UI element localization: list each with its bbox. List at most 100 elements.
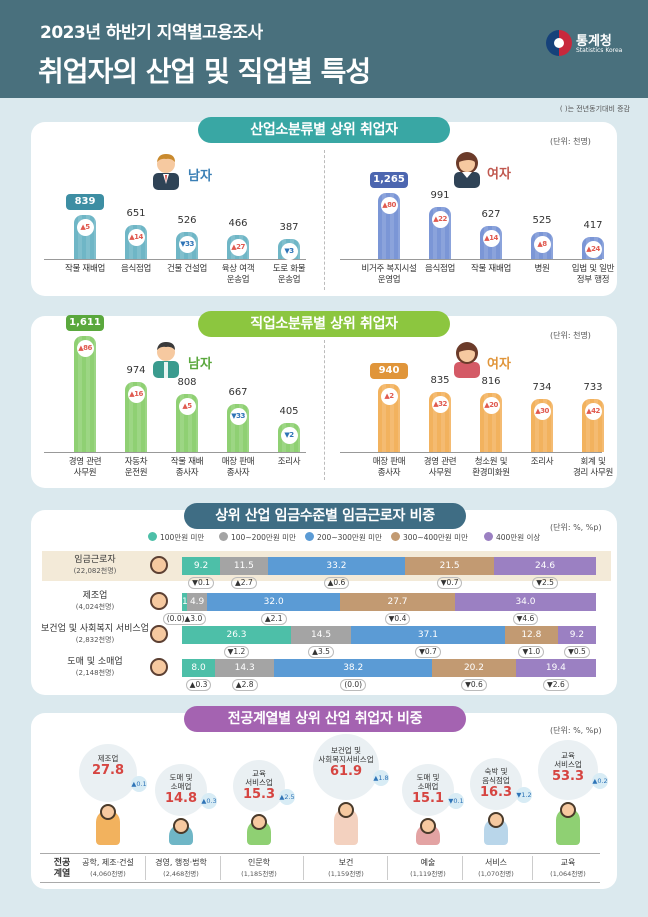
wage-legend-item-1: 100~200만원 미만 — [219, 532, 296, 543]
major-label-3: 보건 (1,159천명) — [306, 857, 386, 880]
major-industry-2: 교육 서비스업 — [245, 769, 273, 788]
occupation-unit: (단위: 천명) — [550, 331, 591, 340]
major-value-0: 27.8 — [91, 763, 125, 779]
major-figure-head-2 — [251, 814, 267, 830]
wage-change-pill-1-0: (0.0)▲3.0 — [162, 613, 207, 625]
major-sep-3 — [302, 856, 304, 880]
wage-legend-label-2: 200~300만원 미만 — [317, 533, 382, 542]
wage-change-pill-1-4: ▼4.6 — [512, 613, 539, 625]
wage-change-pill-3-3: ▼0.6 — [461, 679, 487, 691]
wage-change-pill-0-2: ▲0.6 — [323, 577, 350, 589]
wage-change-0-3: ▼0.7 — [425, 577, 475, 589]
wage-change-1-3: ▼0.4 — [373, 613, 423, 625]
industry-male-value-3: 466 — [228, 217, 248, 229]
female-worker-icon-2 — [454, 342, 480, 378]
wage-legend-swatch-3 — [391, 532, 400, 541]
industry-male-label-1: 음식점업 — [120, 264, 152, 274]
major-bubble-6: 교육 서비스업 53.3 — [538, 740, 598, 800]
occupation-female-value-2: 816 — [481, 376, 501, 388]
occupation-male-label-0: 경영 관련 사무원 — [68, 457, 102, 478]
major-name-6: 교육 — [560, 858, 576, 867]
major-value-1: 14.8 — [164, 791, 198, 807]
occupation-male-change-1: ▲16 — [127, 385, 145, 403]
occupation-male-value-0: 1,611 — [66, 315, 104, 331]
occupation-male-change-4: ▼2 — [280, 426, 298, 444]
major-count-5: (1,070천명) — [478, 870, 514, 878]
wage-seg-0-4: 24.6 — [494, 557, 596, 575]
major-figure-head-0 — [100, 804, 116, 820]
occupation-female-label-0: 매장 판매 종사자 — [372, 457, 406, 478]
industry-male-value-2: 526 — [177, 214, 197, 226]
occupation-female-value-4: 733 — [583, 382, 603, 394]
wage-seg-1-4: 34.0 — [454, 593, 596, 611]
occupation-male-label-3: 매장 판매 종사자 — [221, 457, 255, 478]
occupation-male-bar-0 — [74, 336, 96, 452]
wage-row-label-2: 보건업 및 사회복지 서비스업 (2,832천명) — [36, 624, 154, 646]
industry-male-value-4: 387 — [279, 221, 299, 233]
wage-legend-label-4: 400만원 이상 — [496, 533, 541, 542]
major-industry-4: 도매 및 소매업 — [416, 773, 440, 792]
major-value-3: 61.9 — [329, 763, 363, 779]
wage-row-name-0: 임금근로자 — [74, 555, 116, 565]
industry-male-change-0: ▲5 — [76, 219, 94, 237]
wage-row-count-2: (2,832천명) — [75, 636, 115, 644]
major-figure-head-1 — [173, 818, 189, 834]
major-figure-head-4 — [420, 818, 436, 834]
occupation-male-change-3: ▼33 — [229, 407, 247, 425]
wage-legend-swatch-1 — [219, 532, 228, 541]
wage-row-count-1: (4,024천명) — [75, 603, 115, 611]
wage-seg-3-1: 14.3 — [215, 659, 275, 677]
occupation-female-value-3: 734 — [532, 382, 552, 394]
occupation-male-value-3: 667 — [228, 386, 248, 398]
major-label-6: 교육 (1,064천명) — [528, 857, 608, 880]
occupation-female-label-4: 회계 및 경리 사무원 — [572, 457, 613, 478]
major-industry-3: 보건업 및 사회복지서비스업 — [318, 745, 374, 764]
wage-change-pill-0-0: ▼0.1 — [188, 577, 214, 589]
industry-female-change-2: ▲14 — [482, 230, 500, 248]
wage-row-name-1: 제조업 — [82, 591, 108, 601]
wage-legend-label-0: 100만원 미만 — [160, 533, 205, 542]
industry-unit: (단위: 천명) — [550, 137, 591, 146]
wage-row-name-2: 보건업 및 사회복지 서비스업 — [41, 624, 149, 634]
industry-male-value-0: 839 — [66, 194, 104, 211]
report-title: 취업자의 산업 및 직업별 특성 — [38, 55, 371, 88]
major-value-4: 15.1 — [411, 791, 445, 807]
major-industry-0: 제조업 — [97, 754, 119, 764]
industry-title: 산업소분류별 상위 취업자 — [198, 117, 450, 143]
wage-row-avatar-2 — [150, 625, 168, 643]
occupation-female-label: 여자 — [487, 357, 511, 372]
wage-change-1-0: (0.0)▲3.0 — [159, 613, 209, 625]
industry-female-label-4: 입법 및 일반 정부 행정 — [571, 264, 615, 285]
logo-name: 통계청 — [576, 34, 612, 49]
logo-english: Statistics Korea — [576, 47, 623, 54]
industry-female-change-4: ▲24 — [584, 241, 602, 259]
female-baseline — [340, 259, 602, 260]
wage-seg-3-4: 19.4 — [515, 659, 596, 677]
wage-title: 상위 산업 임금수준별 임금근로자 비중 — [184, 503, 466, 529]
male-baseline-2 — [44, 452, 306, 453]
occupation-male-label-1: 자동차 운전원 — [124, 457, 148, 478]
wage-change-0-0: ▼0.1 — [176, 577, 226, 589]
wage-change-2-1: ▲3.5 — [296, 646, 346, 658]
major-axis — [40, 853, 600, 883]
wage-change-pill-2-2: ▼0.7 — [415, 646, 441, 658]
industry-female-value-1: 991 — [430, 190, 450, 202]
wage-change-3-0: ▲0.3 — [174, 679, 224, 691]
occupation-male-change-2: ▲5 — [178, 397, 196, 415]
wage-legend-item-2: 200~300만원 미만 — [305, 532, 382, 543]
wage-legend-item-0: 100만원 미만 — [148, 532, 204, 543]
major-name-0: 공학, 제조·건설 — [82, 858, 134, 867]
wage-seg-0-0: 9.2 — [182, 557, 221, 575]
major-bubble-4: 도매 및 소매업 15.1 — [402, 764, 454, 816]
wage-seg-2-1: 14.5 — [290, 626, 352, 644]
occupation-male-value-4: 405 — [279, 405, 299, 417]
major-sep-2 — [220, 856, 221, 880]
wage-seg-3-0: 8.0 — [182, 659, 216, 677]
major-count-6: (1,064천명) — [550, 870, 586, 878]
major-figure-head-6 — [560, 802, 576, 818]
wage-change-2-2: ▼0.7 — [403, 646, 453, 658]
gender-divider-2 — [324, 340, 325, 480]
major-figure-head-3 — [338, 802, 354, 818]
major-count-2: (1,185천명) — [241, 870, 277, 878]
major-change-0: ▲0.1 — [131, 775, 147, 792]
